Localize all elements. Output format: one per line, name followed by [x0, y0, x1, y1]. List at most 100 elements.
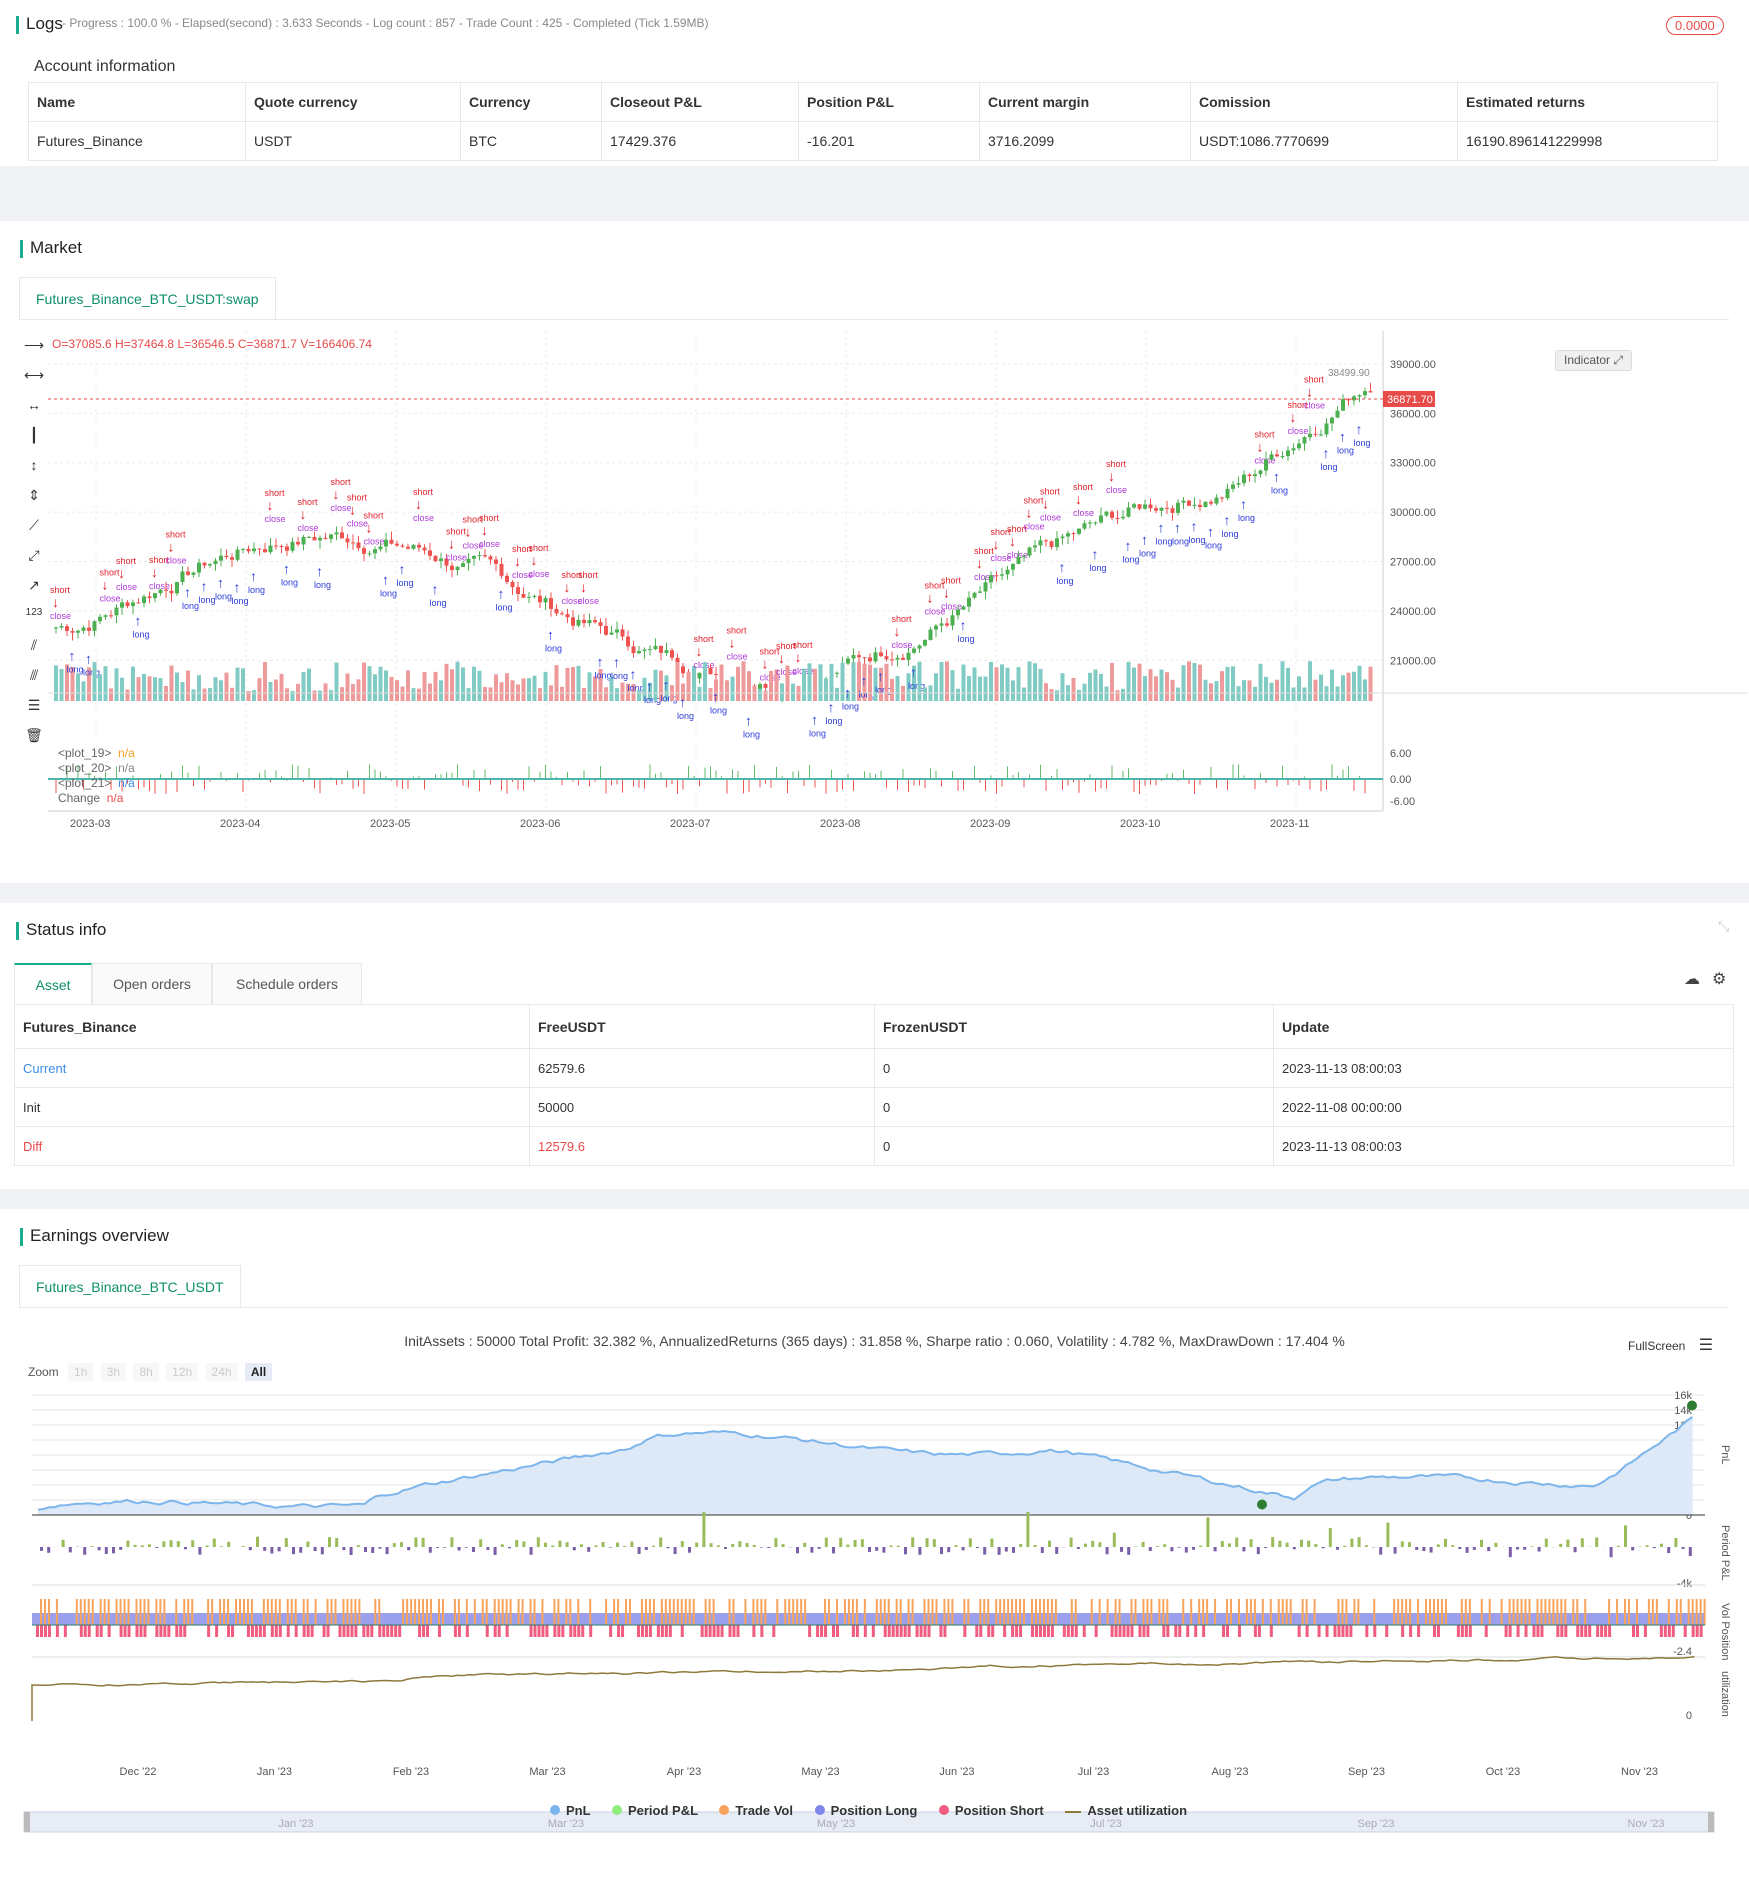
trade-vol-bar [804, 1599, 807, 1625]
candle-body [389, 539, 394, 544]
candle-body [945, 623, 949, 626]
period-pnl-bar [731, 1543, 735, 1547]
candle-body [1022, 555, 1026, 557]
navigator-tick-label: May '23 [817, 1818, 855, 1830]
trend-line-tool-icon[interactable]: ⟋ [29, 517, 39, 533]
horizontal-line-tool-icon[interactable]: ⟶ [23, 337, 45, 353]
candle-body [1203, 501, 1208, 508]
volume-bar [362, 662, 366, 701]
short-arrow-icon: ↓ [1009, 533, 1016, 549]
volume-bar [510, 680, 515, 701]
horizontal-ray-tool-icon[interactable]: ⟷ [23, 367, 45, 383]
delete-drawings-icon[interactable]: 🗑 [25, 727, 43, 743]
logs-badge[interactable]: 0.0000 [1666, 16, 1724, 35]
position-short-bar [1468, 1625, 1472, 1637]
expand-icon[interactable]: ⤢ [1613, 353, 1623, 367]
long-arrow-icon: ↑ [1224, 512, 1231, 528]
legend-item-long[interactable]: Position Long [814, 1803, 917, 1818]
vertical-ray-tool-icon[interactable]: ⇕ [28, 487, 40, 503]
tab-asset[interactable]: Asset [14, 963, 92, 1005]
short-arrow-icon: ↓ [1257, 438, 1264, 454]
extended-line-tool-icon[interactable]: ↔ [27, 397, 41, 413]
period-pnl-bar [1120, 1547, 1123, 1552]
period-pnl-bar [1141, 1541, 1145, 1547]
legend-item-pnl[interactable]: PnL [550, 1803, 590, 1818]
ray-line-tool-icon[interactable]: ⤢ [28, 547, 40, 563]
legend-item-tradevol[interactable]: Trade Vol [719, 1803, 793, 1818]
volume-bar [774, 669, 779, 701]
legend-item-short[interactable]: Position Short [938, 1803, 1044, 1818]
candle-body [670, 650, 674, 658]
download-icon[interactable]: ☁ [1684, 971, 1700, 988]
position-short-bar [664, 1625, 668, 1637]
position-short-bar [1695, 1625, 1699, 1637]
candle-body [230, 557, 234, 560]
menu-icon[interactable]: ☰ [1698, 1337, 1714, 1354]
short-arrow-icon: ↓ [1026, 505, 1033, 521]
candle-body [202, 562, 207, 566]
collapse-icon[interactable]: ⤡ [1718, 918, 1730, 934]
volume-bar [1297, 676, 1301, 701]
zoom-option[interactable]: 1h [68, 1363, 94, 1381]
tab-open-orders[interactable]: Open orders [92, 963, 212, 1004]
time-tick-label: 2023-08 [820, 818, 860, 830]
period-pnl-bar [680, 1541, 684, 1547]
vertical-segment-tool-icon[interactable]: ↕ [30, 457, 38, 473]
position-short-bar [736, 1625, 740, 1637]
arrow-line-tool-icon[interactable]: ↗ [28, 577, 40, 593]
legend-item-utilization[interactable]: Asset utilization [1065, 1803, 1187, 1818]
zoom-option[interactable]: 8h [133, 1363, 159, 1381]
zoom-option[interactable]: 3h [100, 1363, 127, 1381]
short-arrow-icon: ↓ [448, 535, 455, 551]
vertical-line-tool-icon[interactable]: ┃ [29, 427, 39, 443]
signal-label-long: long [1337, 445, 1354, 455]
settings-gear-icon[interactable]: ⚙ [1712, 971, 1727, 988]
position-short-bar [179, 1625, 183, 1637]
plot-legend-name: <plot_21> [58, 776, 112, 790]
price-label-tool-icon[interactable]: 123 [25, 607, 43, 618]
fullscreen-button[interactable]: FullScreen ☰ [1628, 1335, 1713, 1355]
trade-vol-bar [712, 1599, 715, 1625]
volume-bar [1049, 689, 1054, 701]
zoom-option[interactable]: 12h [166, 1363, 199, 1381]
volume-bar [1060, 673, 1065, 701]
candle-body [1330, 417, 1334, 424]
position-short-bar [1409, 1625, 1413, 1637]
period-pnl-bar [1516, 1547, 1519, 1550]
short-arrow-icon: ↓ [580, 579, 587, 595]
candle-body [120, 602, 124, 608]
parallel-channel-tool-icon[interactable]: ⫽ [30, 637, 38, 653]
volume-bar [582, 688, 586, 701]
long-arrow-icon: ↑ [630, 666, 637, 682]
trade-vol-bar [553, 1599, 556, 1625]
zoom-option[interactable]: 24h [205, 1363, 238, 1381]
tab-schedule-orders[interactable]: Schedule orders [212, 963, 362, 1004]
position-short-bar [621, 1625, 625, 1637]
long-arrow-icon: ↑ [844, 684, 851, 700]
signal-label-close: close [512, 570, 533, 580]
long-arrow-icon: ↑ [910, 664, 917, 680]
period-pnl-bar [1559, 1543, 1563, 1547]
candle-body [285, 546, 289, 551]
volume-bar [296, 683, 300, 701]
indicator-button[interactable]: Indicator ⤢ [1555, 350, 1632, 371]
fib-levels-tool-icon[interactable]: ☰ [27, 697, 41, 713]
volume-bar [252, 690, 256, 701]
period-pnl-bar [1667, 1547, 1671, 1554]
volume-bar [1275, 679, 1279, 701]
zoom-option-all[interactable]: All [244, 1363, 273, 1381]
period-pnl-bar [97, 1547, 101, 1551]
short-arrow-icon: ↓ [102, 577, 109, 593]
earnings-symbol-tab[interactable]: Futures_Binance_BTC_USDT [19, 1265, 241, 1308]
position-short-bar [760, 1625, 764, 1637]
market-chart[interactable]: 39000.0036000.0033000.0030000.0027000.00… [48, 331, 1748, 876]
market-symbol-tab[interactable]: Futures_Binance_BTC_USDT:swap [19, 277, 276, 320]
period-pnl-bar [1681, 1547, 1685, 1549]
legend-item-period[interactable]: Period P&L [611, 1803, 698, 1818]
asset-row-label[interactable]: Current [14, 1048, 530, 1088]
volume-bar [1121, 688, 1125, 701]
volume-bar [1242, 680, 1246, 701]
fibonacci-tool-icon[interactable]: ⫻ [29, 667, 39, 683]
position-short-bar [871, 1625, 875, 1637]
